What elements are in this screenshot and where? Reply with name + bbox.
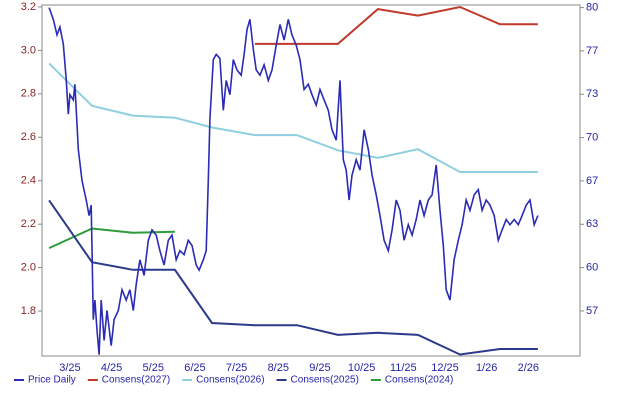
y2-tick-label: 70 bbox=[586, 132, 598, 144]
y-tick-label: 2.4 bbox=[21, 175, 36, 187]
legend-label: Consens(2026) bbox=[196, 375, 264, 386]
axes: 1.8 2.0 2.2 2.4 2.6 2.8 3.0 3.2 57 60 63 67 70 73 77 80… bbox=[21, 1, 599, 374]
y2-tick-label: 80 bbox=[586, 2, 598, 14]
x-tick-label: 11/25 bbox=[390, 362, 417, 374]
x-tick-label: 8/25 bbox=[268, 362, 289, 374]
x-tick-label: 2/26 bbox=[518, 362, 539, 374]
x-tick-label: 3/25 bbox=[59, 362, 80, 374]
x-tick-label: 9/25 bbox=[309, 362, 330, 374]
y-tick-label: 2.6 bbox=[21, 131, 36, 143]
legend-label: Consens(2027) bbox=[102, 375, 170, 386]
plot-frame bbox=[41, 4, 581, 357]
legend-label: Price Daily bbox=[28, 375, 76, 386]
x-tick-label: 10/25 bbox=[348, 362, 376, 374]
x-tick-label: 7/25 bbox=[226, 362, 247, 374]
y2-tick-label: 67 bbox=[586, 175, 598, 187]
legend-label: Consens(2024) bbox=[385, 375, 453, 386]
y-tick-label: 2.8 bbox=[21, 88, 36, 100]
x-tick-label: 4/25 bbox=[101, 362, 122, 374]
legend: Price Daily Consens(2027) Consens(2026) Con… bbox=[14, 375, 453, 386]
y-tick-label: 2.0 bbox=[21, 262, 36, 274]
y2-tick-label: 77 bbox=[586, 45, 598, 57]
series-line bbox=[254, 5, 538, 45]
y-tick-label: 3.2 bbox=[21, 1, 36, 13]
y2-tick-label: 57 bbox=[586, 305, 598, 317]
x-tick-label: 12/25 bbox=[431, 362, 459, 374]
y-tick-label: 1.8 bbox=[21, 305, 36, 317]
legend-label: Consens(2025) bbox=[291, 375, 359, 386]
series-line bbox=[48, 7, 539, 355]
lines bbox=[48, 5, 539, 356]
x-tick-label: 1/26 bbox=[476, 362, 497, 374]
y-tick-label: 3.0 bbox=[21, 44, 36, 56]
y2-tick-label: 73 bbox=[586, 88, 598, 100]
y2-tick-label: 60 bbox=[586, 262, 598, 274]
series-line bbox=[48, 199, 538, 356]
x-tick-label: 6/25 bbox=[184, 362, 205, 374]
y2-tick-label: 63 bbox=[586, 218, 598, 230]
y-tick-label: 2.2 bbox=[21, 218, 36, 230]
series-line bbox=[48, 62, 538, 173]
x-tick-label: 5/25 bbox=[143, 362, 164, 374]
